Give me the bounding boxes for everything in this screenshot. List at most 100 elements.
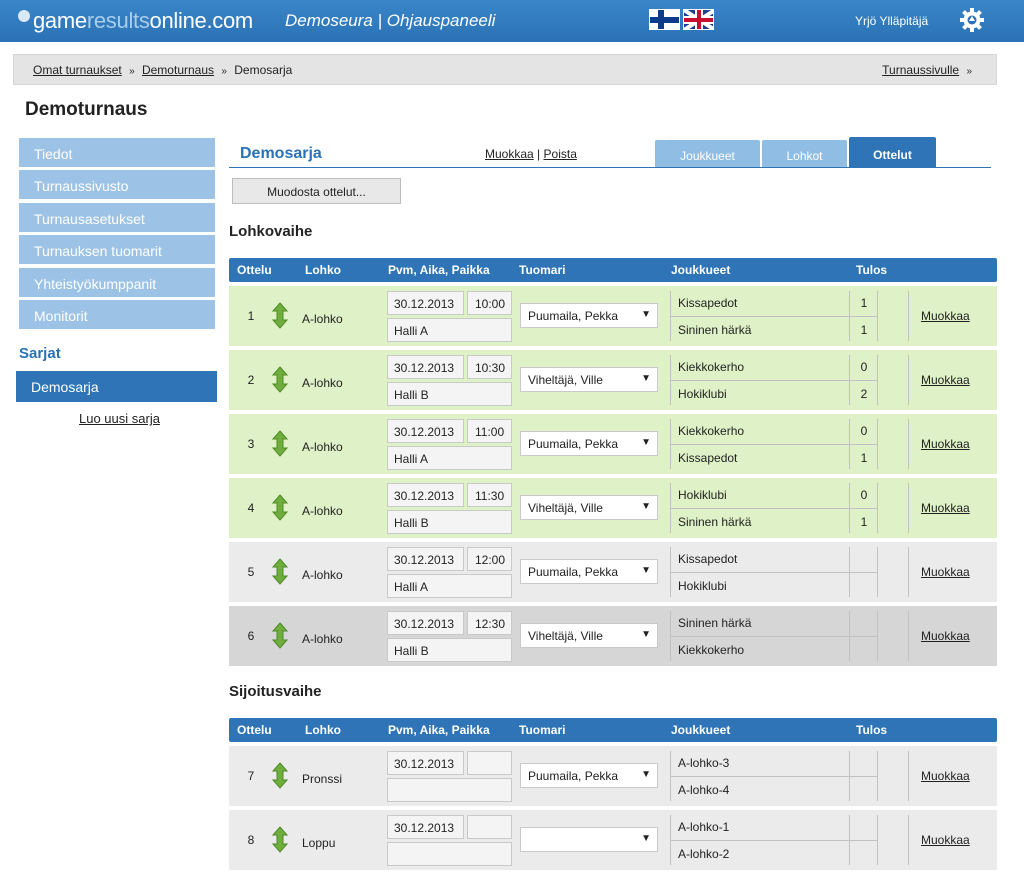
- sidebar-item-info[interactable]: Tiedot: [19, 138, 215, 168]
- time-field[interactable]: [467, 815, 512, 839]
- time-field[interactable]: [467, 751, 512, 775]
- reorder-arrows-icon[interactable]: [271, 430, 289, 457]
- sidebar-item-settings[interactable]: Turnausasetukset: [19, 203, 215, 233]
- tab-teams[interactable]: Joukkueet: [655, 140, 760, 168]
- site-logo[interactable]: gameresultsonline.com: [18, 8, 253, 34]
- referee-select[interactable]: Viheltäjä, Ville ▼: [520, 623, 658, 648]
- away-team: A-lohko-4: [678, 783, 730, 797]
- divider: [849, 291, 850, 341]
- date-field[interactable]: 30.12.2013: [387, 815, 464, 839]
- edit-match-link[interactable]: Muokkaa: [921, 629, 970, 643]
- edit-match-link[interactable]: Muokkaa: [921, 565, 970, 579]
- reorder-arrows-icon[interactable]: [271, 302, 289, 329]
- reorder-arrows-icon[interactable]: [271, 494, 289, 521]
- away-score[interactable]: 1: [860, 323, 868, 337]
- edit-series-link[interactable]: Muokkaa: [485, 147, 534, 161]
- reorder-arrows-icon[interactable]: [271, 826, 289, 853]
- away-score[interactable]: 1: [860, 515, 868, 529]
- match-group: A-lohko: [302, 632, 343, 646]
- match-number: 6: [247, 629, 255, 643]
- sidebar-item-referees[interactable]: Turnauksen tuomarit: [19, 235, 215, 265]
- generate-matches-button[interactable]: Muodosta ottelut...: [232, 178, 401, 204]
- series-heading: Sarjat: [19, 345, 61, 362]
- edit-match-link[interactable]: Muokkaa: [921, 769, 970, 783]
- place-field[interactable]: [387, 778, 512, 802]
- home-team: A-lohko-1: [678, 820, 730, 834]
- referee-select[interactable]: ▼: [520, 827, 658, 852]
- home-score[interactable]: 1: [860, 296, 868, 310]
- referee-select[interactable]: Viheltäjä, Ville ▼: [520, 495, 658, 520]
- reorder-arrows-icon[interactable]: [271, 762, 289, 789]
- referee-select[interactable]: Puumaila, Pekka ▼: [520, 763, 658, 788]
- edit-match-link[interactable]: Muokkaa: [921, 373, 970, 387]
- edit-match-link[interactable]: Muokkaa: [921, 833, 970, 847]
- breadcrumb-current: Demosarja: [234, 63, 293, 77]
- new-series-link[interactable]: Luo uusi sarja: [79, 411, 160, 426]
- date-field[interactable]: 30.12.2013: [387, 291, 464, 315]
- divider: [849, 483, 850, 533]
- edit-match-link[interactable]: Muokkaa: [921, 437, 970, 451]
- date-field[interactable]: 30.12.2013: [387, 355, 464, 379]
- place-field[interactable]: Halli B: [387, 510, 512, 534]
- match-row: 1 A-lohko 30.12.2013 10:00 Halli A Puumaila, …: [229, 286, 997, 346]
- time-field[interactable]: 12:00: [467, 547, 512, 571]
- reorder-arrows-icon[interactable]: [271, 366, 289, 393]
- date-field[interactable]: 30.12.2013: [387, 483, 464, 507]
- away-score[interactable]: 1: [860, 451, 868, 465]
- away-team: Kiekkokerho: [678, 643, 745, 657]
- tab-matches[interactable]: Ottelut: [849, 137, 936, 168]
- divider: [877, 815, 878, 865]
- referee-value: Viheltäjä, Ville: [528, 629, 603, 643]
- finnish-flag-icon[interactable]: [649, 9, 680, 30]
- gear-icon[interactable]: [958, 6, 986, 34]
- reorder-arrows-icon[interactable]: [271, 622, 289, 649]
- place-field[interactable]: Halli A: [387, 574, 512, 598]
- match-number: 5: [247, 565, 255, 579]
- place-field[interactable]: Halli A: [387, 446, 512, 470]
- time-field[interactable]: 11:00: [467, 419, 512, 443]
- date-field[interactable]: 30.12.2013: [387, 751, 464, 775]
- col-match: Ottelu: [237, 263, 272, 277]
- reorder-arrows-icon[interactable]: [271, 558, 289, 585]
- match-group: A-lohko: [302, 568, 343, 582]
- away-score[interactable]: 2: [860, 387, 868, 401]
- time-field[interactable]: 10:00: [467, 291, 512, 315]
- place-field[interactable]: Halli B: [387, 638, 512, 662]
- referee-select[interactable]: Viheltäjä, Ville ▼: [520, 367, 658, 392]
- time-field[interactable]: 12:30: [467, 611, 512, 635]
- sidebar-item-site[interactable]: Turnaussivusto: [19, 170, 215, 200]
- match-row: 5 A-lohko 30.12.2013 12:00 Halli A Puumaila, …: [229, 542, 997, 602]
- place-field[interactable]: Halli A: [387, 318, 512, 342]
- divider: [849, 815, 850, 865]
- tab-groups[interactable]: Lohkot: [762, 140, 847, 168]
- uk-flag-icon[interactable]: [683, 9, 714, 30]
- place-field[interactable]: [387, 842, 512, 866]
- time-field[interactable]: 10:30: [467, 355, 512, 379]
- place-field[interactable]: Halli B: [387, 382, 512, 406]
- home-score[interactable]: 0: [860, 424, 868, 438]
- tournament-site-link[interactable]: Turnaussivulle: [882, 63, 960, 77]
- referee-select[interactable]: Puumaila, Pekka ▼: [520, 559, 658, 584]
- date-field[interactable]: 30.12.2013: [387, 611, 464, 635]
- breadcrumb-own-tournaments[interactable]: Omat turnaukset: [33, 63, 122, 77]
- referee-select[interactable]: Puumaila, Pekka ▼: [520, 431, 658, 456]
- home-score[interactable]: 0: [860, 360, 868, 374]
- chevron-down-icon: ▼: [641, 769, 651, 780]
- sidebar-item-monitors[interactable]: Monitorit: [19, 300, 215, 330]
- user-name[interactable]: Yrjö Ylläpitäjä: [855, 14, 929, 28]
- edit-match-link[interactable]: Muokkaa: [921, 309, 970, 323]
- referee-select[interactable]: Puumaila, Pekka ▼: [520, 303, 658, 328]
- col-referee: Tuomari: [519, 723, 566, 737]
- sidebar-item-partners[interactable]: Yhteistyökumppanit: [19, 268, 215, 298]
- home-score[interactable]: 0: [860, 488, 868, 502]
- delete-series-link[interactable]: Poista: [543, 147, 577, 161]
- breadcrumb-tournament[interactable]: Demoturnaus: [141, 63, 215, 77]
- edit-match-link[interactable]: Muokkaa: [921, 501, 970, 515]
- sidebar-item-demosarja[interactable]: Demosarja: [16, 371, 217, 402]
- match-number: 2: [247, 373, 255, 387]
- away-team: A-lohko-2: [678, 847, 730, 861]
- time-field[interactable]: 11:30: [467, 483, 512, 507]
- match-row: 3 A-lohko 30.12.2013 11:00 Halli A Puumaila, …: [229, 414, 997, 474]
- date-field[interactable]: 30.12.2013: [387, 419, 464, 443]
- date-field[interactable]: 30.12.2013: [387, 547, 464, 571]
